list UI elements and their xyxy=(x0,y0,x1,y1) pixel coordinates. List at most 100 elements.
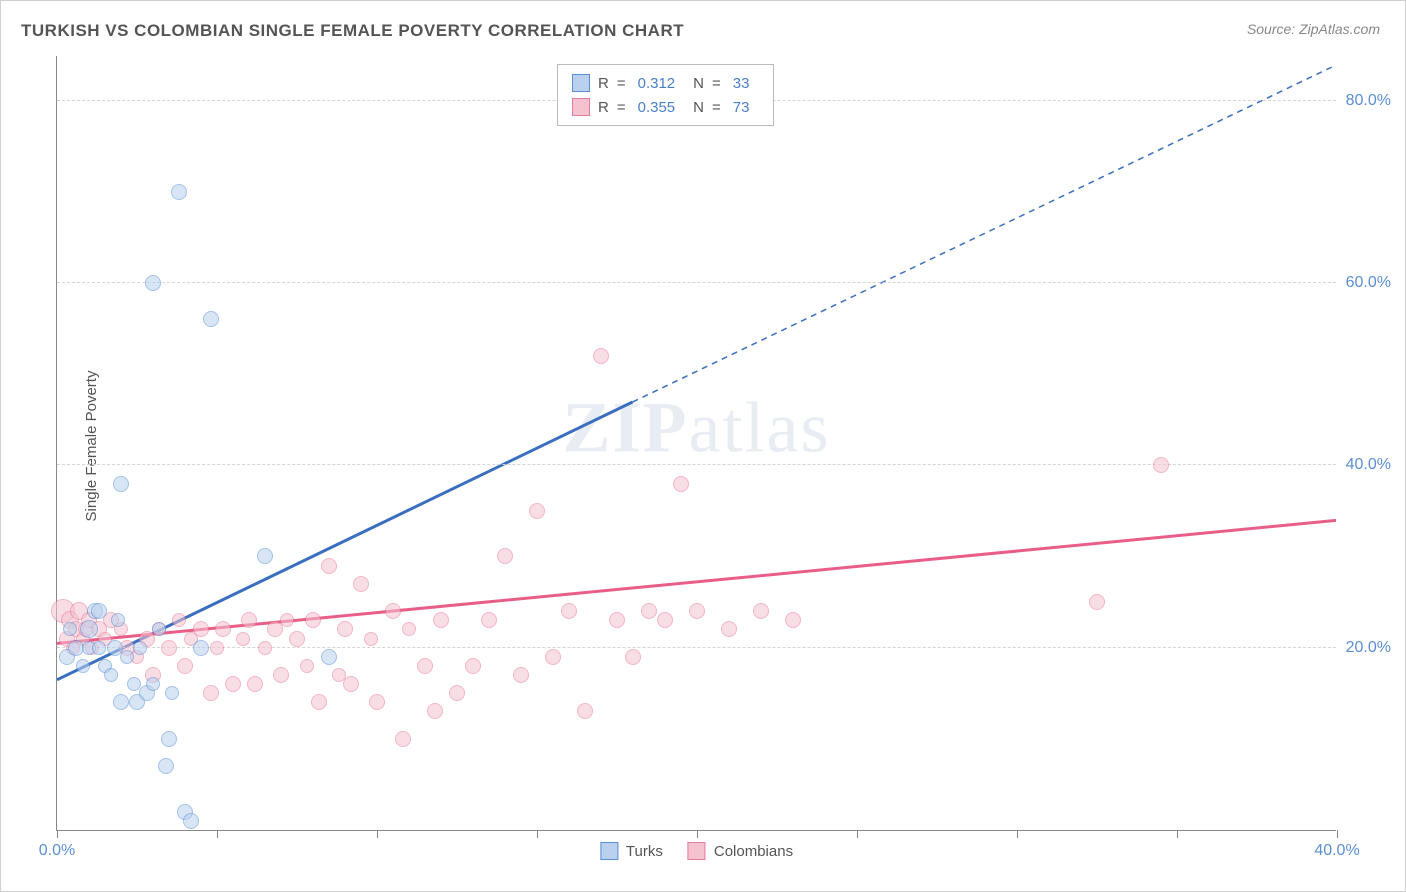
data-point-colombians xyxy=(395,731,411,747)
data-point-turks xyxy=(146,677,160,691)
data-point-colombians xyxy=(161,640,177,656)
gridline xyxy=(57,464,1336,465)
plot-area: ZIPatlas TurksColombians 20.0%40.0%60.0%… xyxy=(56,56,1336,831)
data-point-turks xyxy=(321,649,337,665)
data-point-colombians xyxy=(353,576,369,592)
data-point-turks xyxy=(257,548,273,564)
data-point-colombians xyxy=(449,685,465,701)
equals: = xyxy=(617,75,626,92)
data-point-turks xyxy=(158,758,174,774)
data-point-colombians xyxy=(289,631,305,647)
x-tick xyxy=(217,830,218,838)
data-point-colombians xyxy=(177,658,193,674)
stats-row-colombians: R = 0.355 N = 73 xyxy=(572,95,759,119)
r-label: R xyxy=(598,75,609,92)
data-point-colombians xyxy=(513,667,529,683)
data-point-turks xyxy=(91,603,107,619)
data-point-colombians xyxy=(625,649,641,665)
data-point-colombians xyxy=(305,612,321,628)
data-point-colombians xyxy=(689,603,705,619)
data-point-colombians xyxy=(193,621,209,637)
x-tick xyxy=(857,830,858,838)
chart-container: TURKISH VS COLOMBIAN SINGLE FEMALE POVER… xyxy=(0,0,1406,892)
data-point-colombians xyxy=(241,612,257,628)
data-point-colombians xyxy=(280,613,294,627)
watermark-zip: ZIP xyxy=(563,387,689,467)
stats-legend: R = 0.312 N = 33 R = 0.355 N = 73 xyxy=(557,64,774,126)
legend-label-colombians: Colombians xyxy=(714,843,793,860)
data-point-colombians xyxy=(753,603,769,619)
data-point-turks xyxy=(161,731,177,747)
data-point-turks xyxy=(92,641,106,655)
legend-item-turks: Turks xyxy=(600,842,663,860)
data-point-colombians xyxy=(369,694,385,710)
data-point-colombians xyxy=(215,621,231,637)
data-point-turks xyxy=(152,622,166,636)
data-point-colombians xyxy=(427,703,443,719)
x-tick xyxy=(1337,830,1338,838)
data-point-colombians xyxy=(785,612,801,628)
r-label: R xyxy=(598,99,609,116)
n-label: N xyxy=(693,75,704,92)
data-point-colombians xyxy=(172,613,186,627)
data-point-colombians xyxy=(300,659,314,673)
data-point-turks xyxy=(113,694,129,710)
x-tick xyxy=(1177,830,1178,838)
chart-title: TURKISH VS COLOMBIAN SINGLE FEMALE POVER… xyxy=(21,21,684,41)
data-point-colombians xyxy=(225,676,241,692)
y-tick-label: 20.0% xyxy=(1346,639,1391,657)
data-point-turks xyxy=(193,640,209,656)
data-point-colombians xyxy=(385,603,401,619)
data-point-colombians xyxy=(657,612,673,628)
x-tick-label: 40.0% xyxy=(1314,842,1359,860)
x-tick xyxy=(537,830,538,838)
data-point-colombians xyxy=(673,476,689,492)
y-tick-label: 60.0% xyxy=(1346,274,1391,292)
r-value-turks: 0.312 xyxy=(638,75,676,92)
data-point-colombians xyxy=(593,348,609,364)
data-point-turks xyxy=(104,668,118,682)
series-legend: Turks Colombians xyxy=(600,842,793,860)
data-point-colombians xyxy=(641,603,657,619)
n-value-turks: 33 xyxy=(733,75,750,92)
data-point-colombians xyxy=(337,621,353,637)
data-point-colombians xyxy=(343,676,359,692)
data-point-colombians xyxy=(210,641,224,655)
source-attribution: Source: ZipAtlas.com xyxy=(1247,21,1380,37)
data-point-turks xyxy=(171,184,187,200)
data-point-colombians xyxy=(433,612,449,628)
legend-label-turks: Turks xyxy=(626,843,663,860)
data-point-colombians xyxy=(721,621,737,637)
y-tick-label: 40.0% xyxy=(1346,456,1391,474)
x-tick xyxy=(697,830,698,838)
swatch-turks xyxy=(600,842,618,860)
data-point-turks xyxy=(203,311,219,327)
data-point-colombians xyxy=(364,632,378,646)
equals: = xyxy=(617,99,626,116)
data-point-colombians xyxy=(321,558,337,574)
data-point-colombians xyxy=(247,676,263,692)
data-point-colombians xyxy=(545,649,561,665)
swatch-colombians xyxy=(688,842,706,860)
stats-row-turks: R=0.312N=33 xyxy=(572,71,759,95)
legend-item-colombians: Colombians xyxy=(688,842,793,860)
x-tick xyxy=(1017,830,1018,838)
data-point-colombians xyxy=(529,503,545,519)
r-value-colombians: 0.355 xyxy=(638,99,676,116)
data-point-colombians xyxy=(609,612,625,628)
data-point-colombians xyxy=(402,622,416,636)
data-point-turks xyxy=(76,659,90,673)
data-point-turks xyxy=(63,622,77,636)
data-point-colombians xyxy=(1153,457,1169,473)
equals: = xyxy=(712,99,721,116)
x-tick xyxy=(57,830,58,838)
x-tick xyxy=(377,830,378,838)
swatch-colombians xyxy=(572,98,590,116)
n-label: N xyxy=(693,99,704,116)
n-value-colombians: 73 xyxy=(733,99,750,116)
data-point-turks xyxy=(145,275,161,291)
gridline xyxy=(57,647,1336,648)
data-point-colombians xyxy=(417,658,433,674)
swatch-turks xyxy=(572,74,590,92)
data-point-turks xyxy=(183,813,199,829)
